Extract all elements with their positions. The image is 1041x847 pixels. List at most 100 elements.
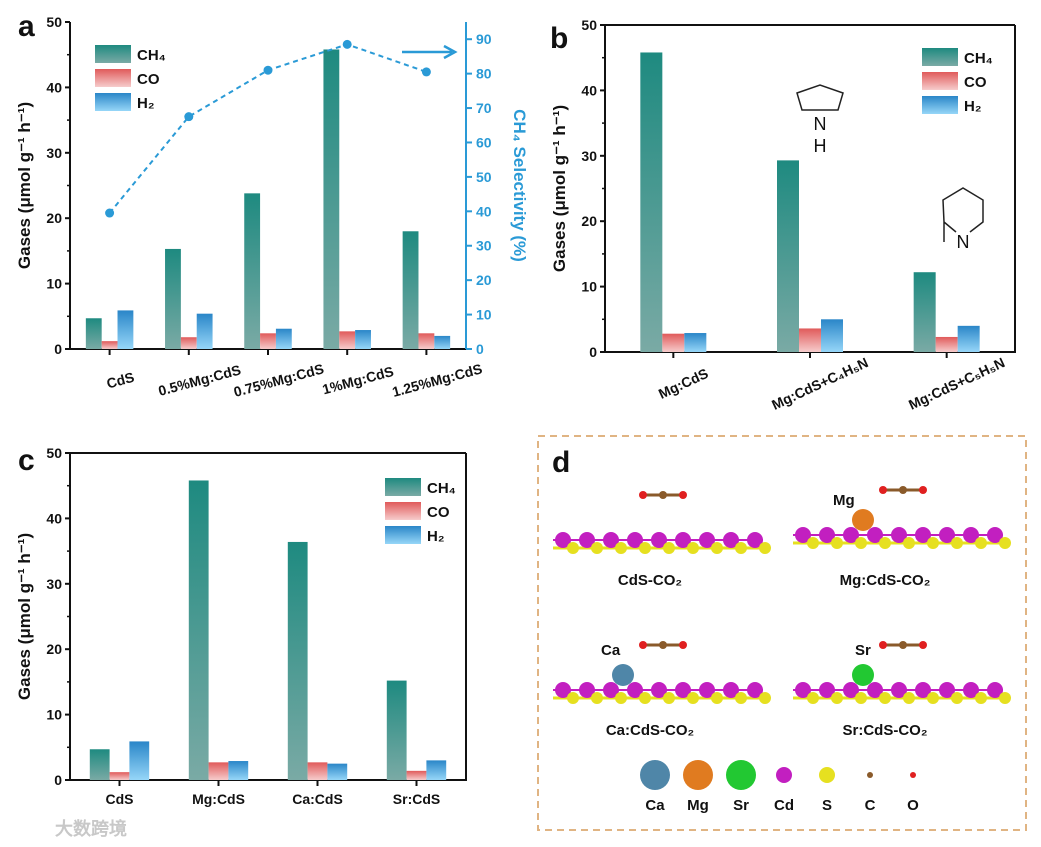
pyrrole-structure-icon [796, 84, 844, 111]
y-tick-label: 0 [54, 341, 62, 357]
y-tick-label: 10 [581, 279, 597, 295]
cd-atom [675, 682, 691, 698]
panel-d-frame [537, 435, 1027, 831]
s-atom [687, 692, 699, 704]
s-atom [975, 692, 987, 704]
cd-atom [939, 682, 955, 698]
s-atom [951, 692, 963, 704]
mg-atom [852, 509, 874, 531]
bar-ch4 [85, 318, 102, 349]
pyridine-structure-icon [942, 187, 984, 242]
selectivity-point [342, 39, 352, 49]
bar-co [935, 336, 958, 352]
c-legend-atom [867, 772, 873, 778]
y-tick-label: 50 [581, 17, 597, 33]
s-atom [999, 692, 1011, 704]
cd-atom [555, 532, 571, 548]
pyrrole-h: H [814, 136, 827, 156]
s-atom [711, 692, 723, 704]
cd-atom [603, 682, 619, 698]
dopant-label: Ca [601, 642, 621, 659]
y-tick-label: 20 [581, 213, 597, 229]
legend-swatch [922, 72, 958, 90]
legend-swatch [922, 96, 958, 114]
panel-label-d: d [552, 446, 570, 479]
x-tick-label: 0.75%Mg:CdS [232, 360, 326, 399]
arrow-right-icon [402, 44, 458, 60]
structure-label: Ca:CdS-CO₂ [606, 722, 694, 739]
cd-atom [819, 682, 835, 698]
c-atom [899, 486, 907, 494]
x-tick-label: 0.5%Mg:CdS [156, 361, 242, 398]
cd-atom [651, 682, 667, 698]
y-tick-label: 50 [46, 445, 62, 461]
s-atom [807, 537, 819, 549]
legend-label: H₂ [137, 95, 155, 112]
s-atom [831, 692, 843, 704]
cd-atom [603, 532, 619, 548]
s-atom [735, 692, 747, 704]
panel-d: d CdS-CO₂ Mg:CdS-CO₂ Mg Ca:CdS-CO₂ Ca Sr:CdS-C… [537, 435, 1027, 831]
selectivity-point [421, 67, 431, 77]
panel-label-c: c [18, 444, 35, 477]
x-tick-label: CdS [105, 369, 136, 392]
cd-atom [867, 682, 883, 698]
cd-atom [627, 682, 643, 698]
bar-h2 [327, 763, 348, 780]
c-atom [899, 641, 907, 649]
bar-h2 [117, 310, 134, 349]
legend-swatch [385, 502, 421, 520]
s-atom [927, 537, 939, 549]
bar-ch4 [287, 541, 308, 780]
o-atom [919, 486, 927, 494]
c-atom [659, 641, 667, 649]
s-atom [639, 542, 651, 554]
bar-h2 [275, 328, 292, 349]
bar-ch4 [244, 193, 261, 349]
y2-tick-label: 70 [476, 100, 492, 116]
y-tick-label: 30 [46, 145, 62, 161]
s-atom [663, 692, 675, 704]
structure-2: Ca:CdS-CO₂ Ca [553, 641, 771, 739]
bar-ch4 [402, 231, 419, 349]
bar-ch4 [89, 749, 110, 780]
y-tick-label: 20 [46, 210, 62, 226]
o-atom [879, 641, 887, 649]
pyrrole-n: N [814, 114, 827, 134]
y2-tick-label: 90 [476, 31, 492, 47]
s-atom [591, 542, 603, 554]
structure-label: Sr:CdS-CO₂ [843, 722, 928, 739]
bar-h2 [196, 313, 213, 349]
structure-label: Mg:CdS-CO₂ [840, 572, 931, 589]
y-tick-label: 30 [46, 576, 62, 592]
y-tick-label: 10 [46, 276, 62, 292]
s-atom [615, 692, 627, 704]
o-atom [679, 641, 687, 649]
cd-atom [843, 682, 859, 698]
y2-tick-label: 0 [476, 341, 484, 357]
legend-label: CH₄ [137, 47, 166, 64]
selectivity-point [105, 208, 115, 218]
legend-label: CO [427, 504, 450, 521]
bar-co [406, 770, 427, 780]
bar-h2 [426, 760, 447, 780]
x-tick-label: 1.25%Mg:CdS [390, 360, 484, 399]
bar-co [339, 331, 356, 349]
s-atom [879, 692, 891, 704]
bar-co [799, 328, 821, 352]
chart-panel-c: 0 10 20 30 40 50 Gases (μmol g⁻¹ h⁻¹) CdS Mg:CdS… [15, 445, 467, 807]
atom-legend-label: Mg [687, 797, 709, 814]
chart-panel-b: 0 10 20 30 40 50 Gases (μmol g⁻¹ h⁻¹) Mg:CdS Mg:… [550, 17, 1016, 413]
s-atom [807, 692, 819, 704]
legend-label: CH₄ [964, 50, 993, 67]
bar-co [307, 762, 328, 780]
y2-tick-label: 30 [476, 238, 492, 254]
bar-co [180, 337, 197, 349]
bar-co [109, 772, 130, 780]
bar-h2 [355, 330, 371, 349]
s-atom [927, 692, 939, 704]
s-legend-atom [819, 767, 835, 783]
bar-ch4 [913, 272, 936, 352]
legend-swatch [95, 69, 131, 87]
x-tick-label: CdS [106, 791, 134, 807]
